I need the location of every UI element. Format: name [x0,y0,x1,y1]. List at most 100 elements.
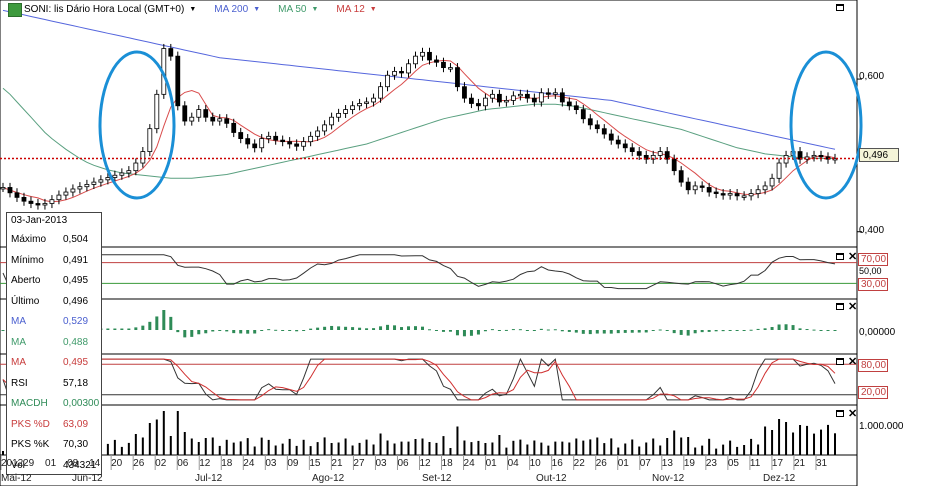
macd-bar [225,330,229,332]
candle-body [98,179,104,183]
macd-bar [637,330,641,333]
candle-body [189,116,195,122]
macd-bar [169,316,173,330]
info-value: 0,495 [63,357,89,368]
macd-bar [588,330,592,335]
candle-body [769,177,775,187]
candle-body [748,193,754,197]
macd-bar [553,329,557,331]
macd-bar [700,330,704,333]
info-key: MA [11,336,26,348]
candle-body [392,71,397,76]
candle-body [427,51,432,61]
maximize-stoch-panel-icon[interactable] [836,358,844,365]
ma200-dropdown-icon[interactable]: ▼ [253,5,261,13]
macd-bar [239,330,243,334]
candle-body [469,97,474,104]
candle-body [636,151,642,156]
info-value: 0,504 [63,234,89,245]
info-key: Mínimo [11,254,44,266]
ma50-dropdown-icon[interactable]: ▼ [311,5,319,13]
macd-bar [141,325,145,330]
symbol-label[interactable]: SONI: lis Dário Hora Local (GMT+0) [24,3,185,15]
candle-body [28,200,34,204]
macd-bar [644,330,648,333]
info-value: 0,496 [63,295,89,307]
candle-body [266,135,272,140]
macd-bar [623,330,627,333]
info-row: MA 0,488 [11,336,99,350]
close-volume-panel-icon[interactable]: ✕ [848,408,858,420]
candle-body [7,187,13,194]
candle-body [287,141,293,145]
macd-bar [777,324,781,330]
macd-bar [679,330,683,335]
ma50-label[interactable]: MA 50 [278,3,307,15]
ma12-dropdown-icon[interactable]: ▼ [369,5,377,13]
candle-body [322,124,328,132]
maximize-rsi-panel-icon[interactable] [836,253,844,260]
stoch-lower-level: 20,00 [858,386,888,399]
info-row: Aberto 0,495 [11,274,99,288]
candle-body [245,138,251,145]
candle-body [755,189,761,194]
info-row: Máximo 0,504 [11,233,99,247]
candle-body [294,143,300,147]
info-key: MACDH [11,398,48,409]
symbol-dropdown-icon[interactable]: ▼ [189,5,197,13]
candle-body [818,154,824,158]
candle-body [692,185,698,191]
maximize-volume-panel-icon[interactable] [836,410,844,417]
macd-bar [728,330,732,331]
candle-body [706,187,712,193]
x-tick-label: 01 [617,458,629,469]
candle-body [580,109,586,120]
candle-body [49,199,55,204]
macd-bar [616,330,620,334]
candle-body [301,141,307,147]
x-tick-label: 2012 [1,458,24,469]
macd-bar [630,330,634,333]
macd-bar [819,330,823,331]
app-logo-icon [8,3,22,17]
macd-bar [651,330,655,331]
macd-bar [756,328,760,330]
ma200-label[interactable]: MA 200 [214,3,249,15]
candle-body [70,188,76,193]
candle-body [217,118,223,122]
close-stoch-panel-icon[interactable]: ✕ [848,356,858,368]
info-key: RSI [11,377,28,389]
candle-body [336,113,341,118]
macd-bar [770,327,774,330]
rsi-line [2,254,836,290]
close-rsi-panel-icon[interactable]: ✕ [848,251,858,263]
x-tick-label: 14 [89,458,101,469]
candle-body [476,103,481,107]
x-tick-label: 11 [749,458,761,469]
candle-body [77,186,83,190]
candle-body [105,177,111,181]
info-value: 57,18 [63,377,89,389]
x-tick-label: 19 [683,458,695,469]
month-label: Out-12 [536,473,567,484]
x-tick-label: 02 [155,458,167,469]
macd-bar [602,330,606,334]
info-row: PKS %K 70,30 [11,438,99,452]
candle-body [699,185,705,188]
candle-body [643,154,649,160]
candle-body [329,116,335,126]
maximize-macd-panel-icon[interactable] [836,303,844,310]
candle-body [552,92,558,95]
x-tick-label: 29 [23,458,35,469]
candle-body [406,63,411,74]
close-macd-panel-icon[interactable]: ✕ [848,301,858,313]
candle-body [259,138,265,149]
info-key: Vol [11,459,25,471]
maximize-price-panel-icon[interactable] [836,4,844,11]
ma12-label[interactable]: MA 12 [336,3,365,15]
candle-body [0,187,6,190]
candle-body [308,135,314,143]
macd-bar [567,330,571,332]
x-tick-label: 22 [573,458,585,469]
info-value: 434321 [63,459,97,471]
